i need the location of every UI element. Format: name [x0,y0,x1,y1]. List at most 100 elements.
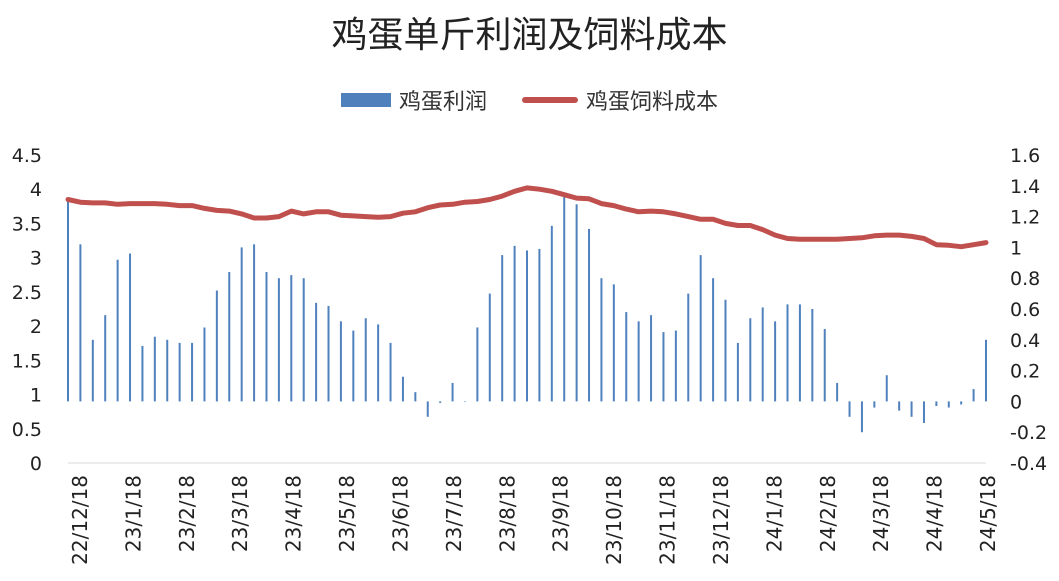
legend-item-profit: 鸡蛋利润 [340,84,487,116]
profit-bar [687,293,690,402]
profit-bar [277,278,280,402]
y-right-tick-label: 0.6 [1010,299,1040,321]
y-right-tick-label: 0.4 [1010,330,1040,352]
profit-bar [749,318,752,402]
legend-swatch-line [522,97,578,103]
profit-bar [873,401,876,408]
profit-bar [463,401,466,402]
profit-bar [575,204,578,402]
profit-bar [215,290,218,402]
x-tick-label: 24/1/18 [762,475,786,552]
profit-bar [339,321,342,402]
profit-bar [253,244,256,402]
profit-bar [240,247,243,402]
profit-bar [352,330,355,402]
profit-bar [203,327,206,402]
y-left-tick-label: 1.5 [12,350,42,372]
x-tick-label: 23/10/18 [602,475,626,565]
profit-bar [786,304,789,402]
profit-bar [947,401,950,408]
profit-bar [116,259,119,402]
profit-bar [563,196,566,402]
profit-bar [922,401,925,423]
x-tick-label: 22/12/18 [68,475,92,565]
profit-bar [513,245,516,402]
y-right-tick-label: 1.2 [1010,207,1040,229]
profit-bar [823,329,826,402]
legend-label-feed-cost: 鸡蛋饲料成本 [586,90,719,115]
profit-bar [972,389,975,402]
x-tick-label: 24/3/18 [869,475,893,552]
profit-bar [910,401,913,417]
x-tick-label: 23/1/18 [121,475,145,552]
profit-bar [736,342,739,402]
y-right-tick-label: 0.8 [1010,268,1040,290]
x-tick-label: 23/3/18 [228,475,252,552]
y-right-tick-label: -0.4 [1010,453,1047,475]
y-right-tick-label: 1 [1010,237,1022,259]
x-tick-label: 23/5/18 [335,475,359,552]
x-tick-label: 24/4/18 [923,475,947,552]
profit-bar [836,382,839,402]
profit-bar [860,401,863,433]
profit-bar [265,272,268,402]
profit-bar [327,305,330,402]
legend-item-feed-cost: 鸡蛋饲料成本 [522,84,718,116]
profit-bar [600,278,603,402]
profit-bar [153,336,156,402]
profit-bar [550,225,553,402]
x-tick-label: 24/2/18 [816,475,840,552]
y-right-tick-label: 1.6 [1010,145,1040,167]
y-left-tick-label: 0 [30,453,42,475]
x-tick-label: 23/11/18 [656,475,680,565]
profit-bar [588,228,591,402]
profit-bar [191,342,194,402]
profit-bar [798,304,801,402]
x-tick-label: 23/7/18 [442,475,466,552]
profit-bar [699,255,702,402]
profit-bar [389,342,392,402]
profit-bar [674,330,677,402]
y-left-tick-label: 3 [30,248,42,270]
feed-cost-line [65,185,989,250]
profit-bar [377,324,380,402]
profit-bar [67,201,69,402]
legend-swatch-bar [340,93,391,107]
profit-bar [960,401,963,405]
profit-bar [426,401,429,417]
x-tick-label: 23/9/18 [549,475,573,552]
profit-bar [302,278,305,402]
profit-bar [401,376,404,402]
profit-bar [811,309,814,402]
profit-bar [79,244,82,402]
profit-bar [166,339,169,402]
profit-bar [612,284,615,402]
y-right-tick-label: 0 [1010,391,1022,413]
profit-bar [451,382,454,402]
legend-label-profit: 鸡蛋利润 [398,90,487,115]
profit-bar [439,401,442,403]
x-tick-label: 24/5/18 [976,475,1000,552]
profit-bar [364,318,367,402]
y-left-tick-label: 4.5 [12,145,42,167]
profit-bar [526,250,528,402]
profit-bar [885,375,888,402]
profit-bar [637,321,640,402]
profit-bar [141,345,144,402]
profit-bar [848,401,851,417]
chart-title: 鸡蛋单斤利润及饲料成本 [331,15,728,56]
profit-bar [724,299,727,402]
profit-bar [625,312,628,402]
profit-bar [501,255,504,402]
y-right-tick-label: -0.2 [1010,422,1047,444]
x-tick-label: 23/6/18 [388,475,412,552]
profit-bar [91,339,94,402]
y-right-tick-label: 1.4 [1010,176,1040,198]
profit-bar [476,327,479,402]
profit-bar [761,307,764,402]
y-left-tick-label: 3.5 [12,213,42,235]
legend: 鸡蛋利润 鸡蛋饲料成本 [0,84,1059,116]
x-tick-label: 23/4/18 [282,475,306,552]
x-tick-label: 23/2/18 [175,475,199,552]
